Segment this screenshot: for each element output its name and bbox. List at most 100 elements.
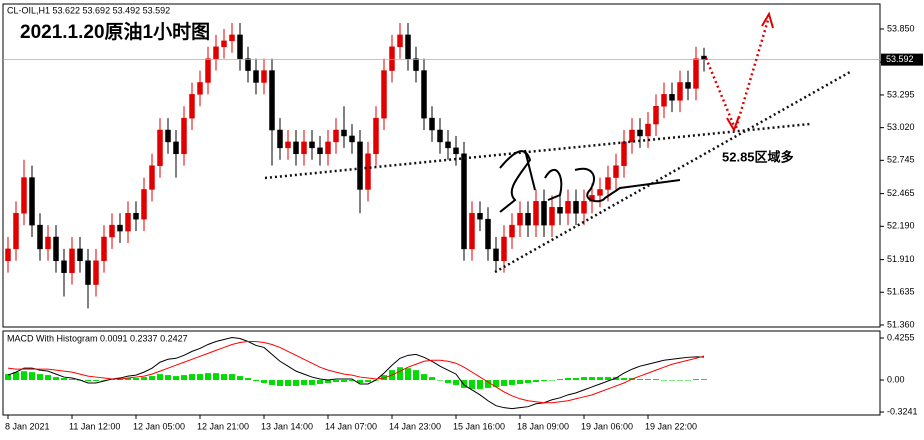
histogram-bar xyxy=(269,380,275,385)
histogram-bar xyxy=(637,379,643,381)
y-tick-label: 53.295 xyxy=(887,89,915,99)
candle-body xyxy=(413,58,419,71)
candle-body xyxy=(525,212,531,226)
arrow xyxy=(734,19,770,129)
candle-body xyxy=(621,141,627,166)
candle-body xyxy=(69,248,75,273)
arrow-head xyxy=(761,11,774,29)
histogram-bar xyxy=(509,380,515,385)
candle-body xyxy=(421,70,427,119)
candle-body xyxy=(261,70,267,83)
candle-body xyxy=(125,212,131,232)
histogram-bar xyxy=(333,380,339,383)
candle-body xyxy=(189,94,195,119)
histogram-bar xyxy=(213,373,219,381)
candle-body xyxy=(205,58,211,83)
y-tick-label: 53.020 xyxy=(887,122,915,132)
candle-body xyxy=(381,70,387,119)
histogram-bar xyxy=(485,380,491,388)
histogram-bar xyxy=(493,380,499,387)
histogram-bar xyxy=(69,379,75,381)
histogram-bar xyxy=(693,379,699,381)
candle-body xyxy=(37,224,43,250)
chart-title: 2021.1.20原油1小时图 xyxy=(20,21,210,43)
candle-body xyxy=(309,141,315,149)
histogram-bar xyxy=(149,376,155,381)
histogram-bar xyxy=(309,380,315,385)
candle-body xyxy=(605,177,611,190)
histogram-bar xyxy=(445,380,451,383)
candle-body xyxy=(477,212,483,220)
histogram-bar xyxy=(525,380,531,383)
last-price-box xyxy=(881,53,923,66)
candle-body xyxy=(533,201,539,226)
histogram-bar xyxy=(517,380,523,384)
histogram-bar xyxy=(557,379,563,381)
candle-body xyxy=(53,236,59,262)
candle-body xyxy=(157,129,163,166)
histogram-bar xyxy=(365,380,371,383)
macd-panel xyxy=(2,330,881,416)
candle-body xyxy=(181,117,187,155)
histogram-bar xyxy=(221,374,227,381)
candle-body xyxy=(445,141,451,149)
histogram-bar xyxy=(429,377,435,381)
candle-body xyxy=(29,177,35,226)
candle-body xyxy=(557,207,563,214)
histogram-bar xyxy=(645,379,651,381)
y-tick-label: 52.745 xyxy=(887,155,915,165)
x-tick-label: 19 Jan 06:00 xyxy=(581,421,633,431)
histogram-bar xyxy=(325,380,331,383)
candle-body xyxy=(333,129,339,143)
candle-body xyxy=(485,218,491,250)
candle-body xyxy=(613,165,619,178)
candle-body xyxy=(429,117,435,131)
histogram-bar xyxy=(205,373,211,381)
indicator-line xyxy=(7,341,705,404)
histogram-bar xyxy=(253,380,259,382)
candle-body xyxy=(661,94,667,107)
candle-body xyxy=(285,141,291,149)
candle-body xyxy=(389,46,395,71)
candle-body xyxy=(117,224,123,232)
histogram-bar xyxy=(101,380,107,381)
y-tick-label: 51.635 xyxy=(887,287,915,297)
candle-body xyxy=(397,34,403,48)
histogram-bar xyxy=(197,374,203,381)
histogram-bar xyxy=(477,380,483,389)
histogram-bar xyxy=(453,380,459,385)
candle-body xyxy=(549,207,555,226)
candle-body xyxy=(317,147,323,155)
annotation: 52.85区域多 xyxy=(722,149,794,164)
histogram-bar xyxy=(589,377,595,381)
candle-body xyxy=(45,236,51,250)
candle-body xyxy=(109,224,115,238)
candle-body xyxy=(133,212,139,220)
histogram-bar xyxy=(701,379,707,381)
trend-lines xyxy=(264,11,851,274)
histogram-bar xyxy=(541,380,547,382)
candle-body xyxy=(581,201,587,214)
histogram-bar xyxy=(501,380,507,386)
signature xyxy=(499,149,681,213)
candle-body xyxy=(325,141,331,155)
histogram-bar xyxy=(293,380,299,386)
candle-body xyxy=(541,201,547,226)
x-tick-label: 19 Jan 22:00 xyxy=(645,421,697,431)
histogram-bar xyxy=(13,372,19,381)
histogram-bar xyxy=(157,374,163,381)
y-tick-label: 52.465 xyxy=(887,188,915,198)
histogram-bar xyxy=(173,376,179,381)
candle-body xyxy=(461,153,467,250)
histogram-bar xyxy=(357,380,363,383)
histogram-bar xyxy=(237,376,243,381)
candle-body xyxy=(149,165,155,190)
histogram-bar xyxy=(53,377,59,381)
histogram-bar xyxy=(229,374,235,381)
candle-body xyxy=(61,260,67,273)
arrow-head xyxy=(726,115,740,133)
candle-body xyxy=(277,129,283,149)
candle-body xyxy=(13,212,19,250)
candle-body xyxy=(93,260,99,285)
